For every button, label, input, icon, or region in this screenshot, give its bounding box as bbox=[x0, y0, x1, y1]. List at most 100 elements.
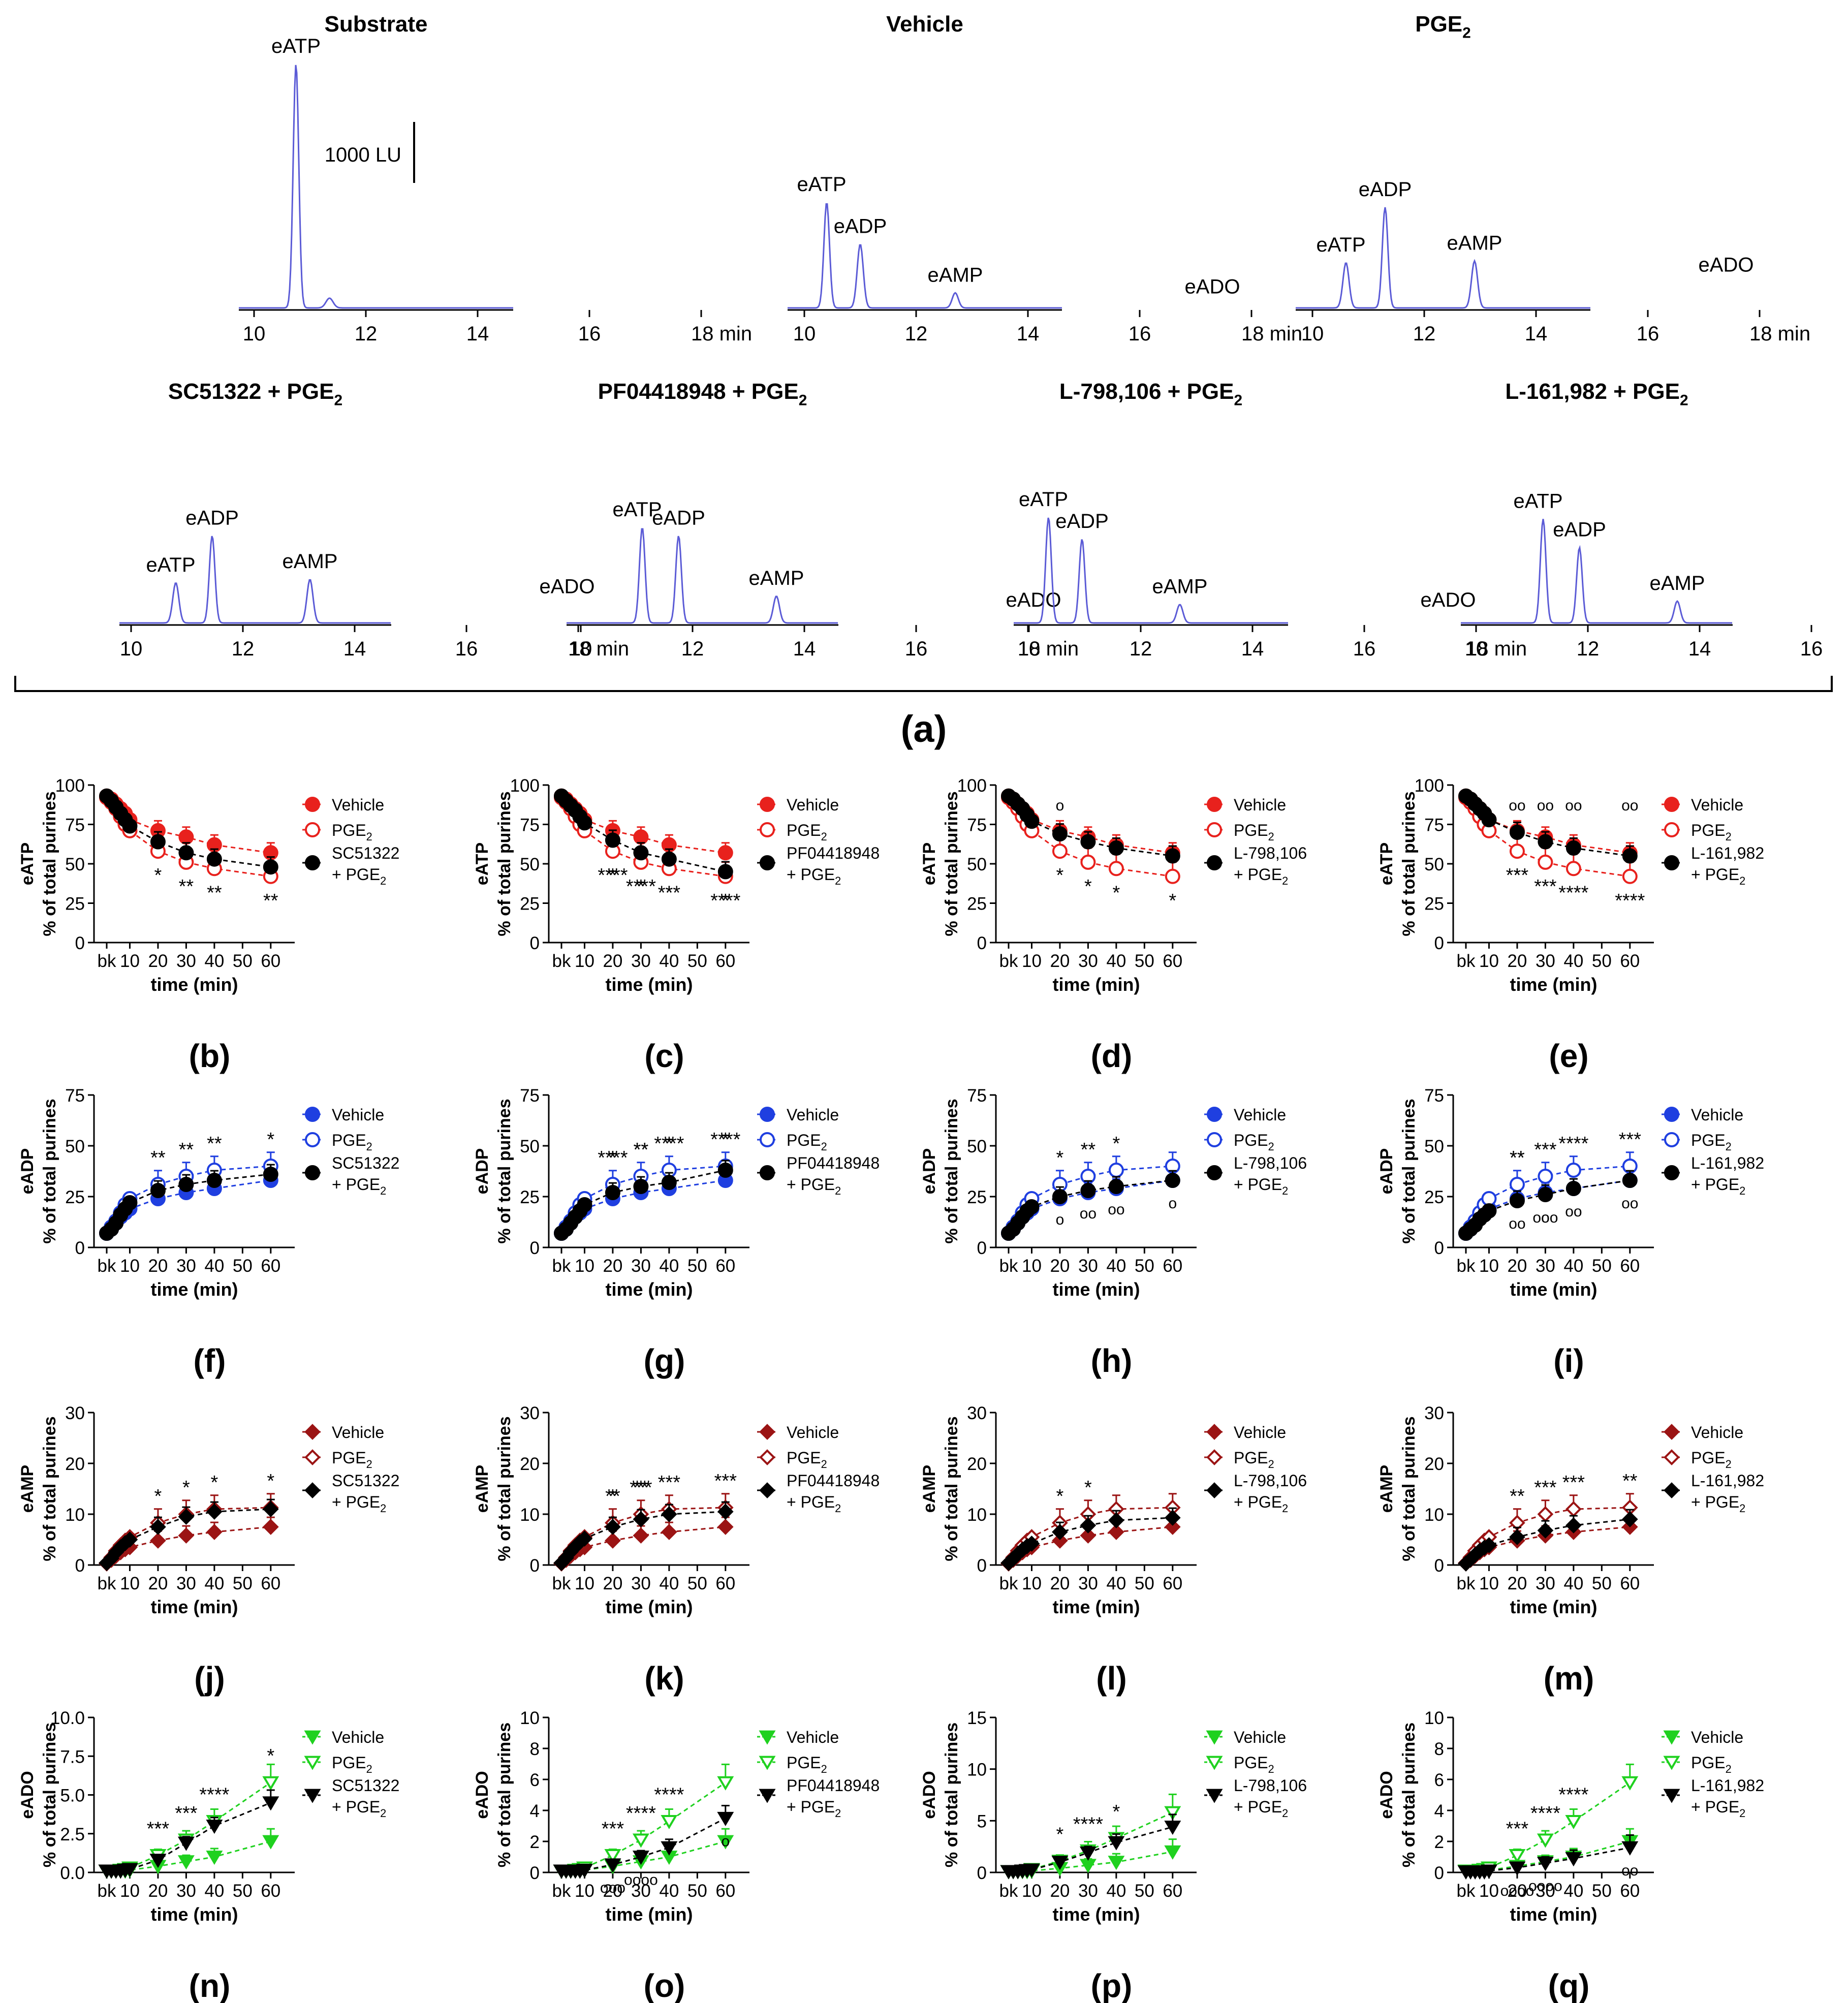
data-point bbox=[717, 864, 733, 880]
chromatogram-tick-label: 12 bbox=[905, 323, 928, 345]
significance-marker: o bbox=[1541, 1209, 1550, 1226]
x-tick-label: 50 bbox=[233, 1881, 253, 1901]
peak-label: eAMP bbox=[283, 550, 338, 573]
data-point bbox=[121, 1863, 138, 1877]
panel-label: (d) bbox=[1091, 1038, 1133, 1074]
y-axis-title: eATP% of total purines bbox=[920, 791, 961, 936]
chart-panel: 0 25 50 75 100 bk 10 20 30 40 50 60 time (min) eATP% … bbox=[1377, 776, 1764, 1074]
significance-marker: * bbox=[637, 876, 645, 897]
data-point bbox=[1165, 1173, 1180, 1188]
legend-label: L-798,106 bbox=[1234, 1154, 1307, 1172]
data-point bbox=[576, 1864, 593, 1879]
legend-swatch-marker bbox=[304, 1482, 321, 1498]
y-tick-label: 75 bbox=[520, 816, 540, 835]
data-point bbox=[1537, 1857, 1554, 1871]
significance-marker: * bbox=[722, 890, 729, 912]
peak-label: eAMP bbox=[928, 264, 983, 286]
significance-marker: * bbox=[722, 1129, 729, 1150]
y-tick-label: 0 bbox=[977, 1238, 987, 1258]
significance-marker: *** bbox=[658, 882, 681, 903]
y-tick-label: 0 bbox=[977, 1863, 987, 1883]
y-tick-label: 10 bbox=[65, 1505, 85, 1525]
y-tick-label: 20 bbox=[1424, 1454, 1444, 1474]
chromatogram-tick-label: 12 bbox=[232, 638, 255, 660]
legend-swatch-marker bbox=[1206, 1424, 1223, 1440]
significance-marker: *** bbox=[1534, 1477, 1557, 1498]
data-point bbox=[263, 1167, 278, 1182]
panel-label: (l) bbox=[1096, 1660, 1126, 1697]
data-point bbox=[1565, 1852, 1582, 1867]
legend-label: Vehicle bbox=[1691, 1423, 1743, 1442]
data-point bbox=[262, 1501, 279, 1517]
y-tick-label: 10 bbox=[967, 1760, 987, 1780]
legend-label: Vehicle bbox=[332, 1728, 384, 1746]
data-point bbox=[1052, 843, 1068, 859]
x-tick-label: 10 bbox=[1479, 1881, 1499, 1901]
legend-swatch-marker bbox=[1664, 1165, 1679, 1180]
legend-swatch-marker bbox=[1206, 1449, 1223, 1465]
legend-label: SC51322 bbox=[332, 1776, 399, 1795]
legend-label: Vehicle bbox=[332, 796, 384, 814]
data-point bbox=[1079, 1846, 1097, 1861]
significance-marker: o bbox=[1056, 1211, 1064, 1228]
significance-marker: * bbox=[1056, 1486, 1064, 1507]
data-point bbox=[661, 1524, 677, 1540]
legend-swatch-marker bbox=[1207, 1165, 1222, 1180]
chromatogram-tick-label: 12 bbox=[1577, 638, 1600, 660]
x-tick-label: 50 bbox=[233, 1256, 253, 1276]
x-tick-label: 40 bbox=[204, 1256, 224, 1276]
data-point bbox=[1165, 868, 1180, 884]
data-point bbox=[178, 1509, 195, 1525]
chromatogram-panel: PGE2 10 12 14 16 18 min eATP eADP eAMP eADO bbox=[1296, 12, 1810, 345]
x-tick-label: 20 bbox=[1050, 1256, 1070, 1276]
x-axis-title: time (min) bbox=[1510, 974, 1597, 995]
legend-swatch-marker bbox=[305, 1107, 320, 1122]
x-tick-label: 10 bbox=[120, 1574, 140, 1593]
x-tick-label: 50 bbox=[687, 1256, 707, 1276]
y-tick-label: 0 bbox=[1434, 1863, 1444, 1883]
chromatogram-tick-label: 14 bbox=[1525, 323, 1548, 345]
significance-marker: ** bbox=[1510, 1147, 1525, 1169]
x-tick-label: 10 bbox=[575, 1574, 594, 1593]
legend-label: PGE2 bbox=[332, 821, 372, 843]
legend-label: PGE2 bbox=[1691, 1449, 1732, 1470]
legend-swatch-marker bbox=[760, 1165, 775, 1180]
y-axis-title: eAMP% of total purines bbox=[473, 1416, 514, 1561]
data-point bbox=[717, 1163, 733, 1178]
y-tick-label: 10 bbox=[520, 1708, 540, 1728]
x-tick-label: 40 bbox=[1106, 1256, 1126, 1276]
x-tick-label: 50 bbox=[1592, 1574, 1612, 1593]
y-tick-label: 0 bbox=[75, 933, 85, 953]
y-axis-title: eATP% of total purines bbox=[473, 791, 514, 936]
x-tick-label: 10 bbox=[1022, 1881, 1042, 1901]
x-tick-label: 40 bbox=[1563, 1881, 1583, 1901]
x-axis-title: time (min) bbox=[150, 974, 238, 995]
y-tick-label: 0 bbox=[1434, 933, 1444, 953]
panel-label: (m) bbox=[1544, 1660, 1594, 1697]
y-tick-label: 20 bbox=[520, 1454, 540, 1474]
data-point bbox=[605, 1185, 620, 1200]
data-point bbox=[632, 1851, 649, 1865]
significance-marker: ** bbox=[1510, 1147, 1525, 1169]
data-point bbox=[1565, 861, 1581, 877]
y-tick-label: 2 bbox=[530, 1832, 540, 1852]
data-point bbox=[576, 1530, 593, 1547]
significance-marker: * bbox=[267, 1129, 274, 1150]
significance-marker: oooo bbox=[1528, 1878, 1562, 1895]
legend-label: L-161,982 bbox=[1691, 1472, 1764, 1490]
data-point bbox=[1621, 1511, 1638, 1527]
legend-swatch-marker bbox=[305, 797, 320, 812]
data-point bbox=[1164, 1510, 1181, 1526]
legend-label: PGE2 bbox=[1234, 1449, 1274, 1470]
legend-swatch-marker bbox=[304, 1730, 321, 1745]
legend-swatch-marker bbox=[1207, 1132, 1222, 1147]
legend-swatch-marker bbox=[760, 822, 775, 837]
chromatogram-tick-label: 10 bbox=[1465, 638, 1488, 660]
y-tick-label: 100 bbox=[55, 776, 85, 796]
data-point bbox=[717, 1504, 734, 1520]
panel-label: (p) bbox=[1091, 1967, 1133, 2003]
data-point bbox=[206, 1504, 223, 1520]
x-tick-label: 50 bbox=[233, 1574, 253, 1593]
x-tick-label: 10 bbox=[575, 951, 594, 971]
